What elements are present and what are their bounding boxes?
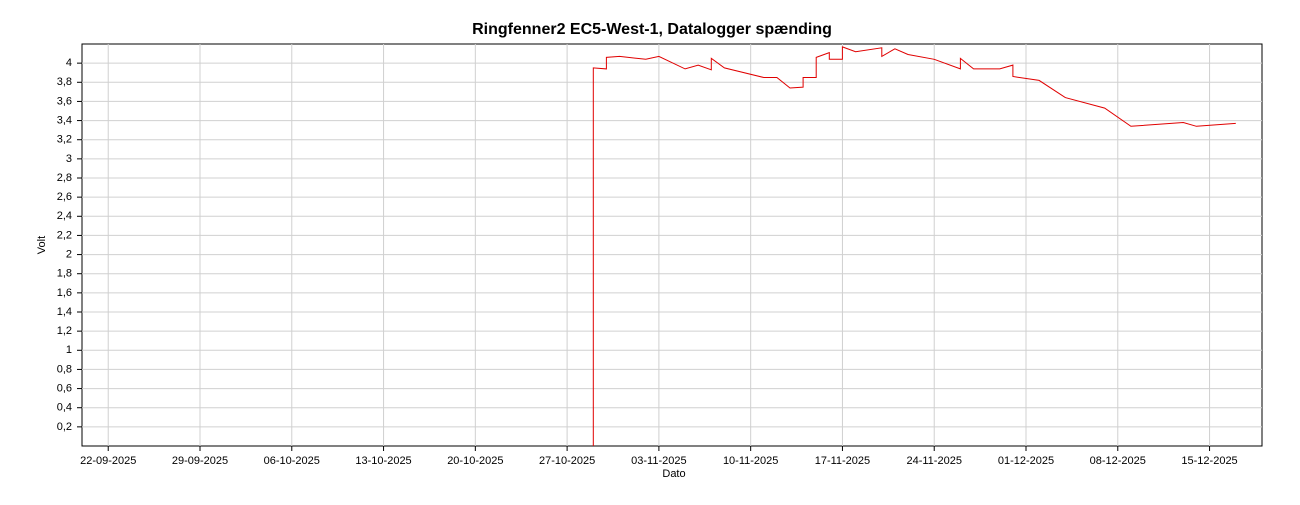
y-tick-label: 1,4 xyxy=(57,306,72,318)
y-tick-label: 3 xyxy=(66,153,72,165)
y-tick-label: 2,2 xyxy=(57,229,72,241)
x-tick-label: 08-12-2025 xyxy=(1090,455,1146,467)
x-tick-label: 13-10-2025 xyxy=(355,455,411,467)
y-tick-label: 3,8 xyxy=(57,76,72,88)
x-tick-label: 24-11-2025 xyxy=(906,455,961,467)
x-tick-label: 27-10-2025 xyxy=(539,455,595,467)
y-tick-label: 2 xyxy=(66,248,72,260)
y-tick-label: 0,2 xyxy=(57,421,72,433)
y-tick-label: 1 xyxy=(66,344,72,356)
x-tick-label: 10-11-2025 xyxy=(723,455,778,467)
y-tick-label: 2,8 xyxy=(57,172,72,184)
y-tick-label: 1,2 xyxy=(57,325,72,337)
x-tick-label: 01-12-2025 xyxy=(998,455,1054,467)
y-tick-label: 3,2 xyxy=(57,134,72,146)
chart-title: Ringfenner2 EC5-West-1, Datalogger spænd… xyxy=(472,21,832,38)
y-tick-label: 2,6 xyxy=(57,191,72,203)
y-tick-label: 1,6 xyxy=(57,287,72,299)
y-tick-label: 3,6 xyxy=(57,95,72,107)
y-tick-label: 0,4 xyxy=(57,402,72,414)
y-tick-label: 4 xyxy=(66,57,72,69)
x-tick-label: 17-11-2025 xyxy=(815,455,870,467)
y-tick-label: 0,6 xyxy=(57,382,72,394)
y-tick-label: 2,4 xyxy=(57,210,72,222)
data-line xyxy=(592,46,1236,446)
x-tick-label: 20-10-2025 xyxy=(447,455,503,467)
y-tick-label: 1,8 xyxy=(57,268,72,280)
x-axis-label: Dato xyxy=(662,468,685,480)
y-tick-label: 3,4 xyxy=(57,114,72,126)
y-axis-label: Volt xyxy=(36,236,48,254)
x-tick-label: 22-09-2025 xyxy=(80,455,136,467)
x-tick-label: 03-11-2025 xyxy=(631,455,686,467)
y-tick-label: 0,8 xyxy=(57,363,72,375)
plot-frame xyxy=(81,43,1263,447)
x-tick-label: 29-09-2025 xyxy=(172,455,228,467)
x-tick-label: 15-12-2025 xyxy=(1181,455,1237,467)
x-tick-label: 06-10-2025 xyxy=(264,455,320,467)
